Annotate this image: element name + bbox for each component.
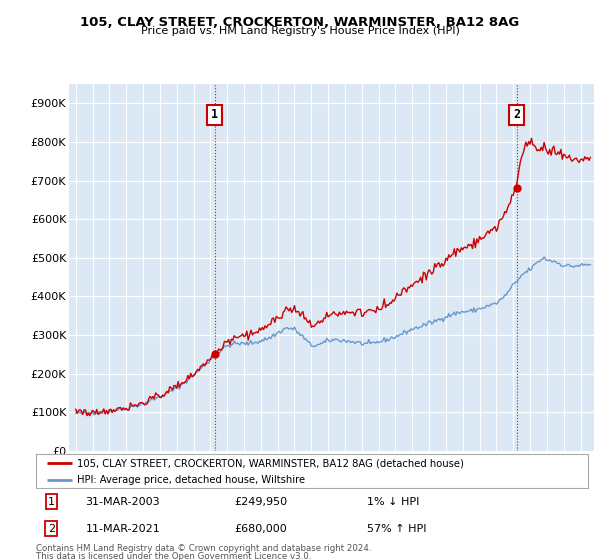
Text: £680,000: £680,000 <box>235 524 287 534</box>
Text: Contains HM Land Registry data © Crown copyright and database right 2024.: Contains HM Land Registry data © Crown c… <box>36 544 371 553</box>
Text: 2: 2 <box>48 524 55 534</box>
Text: 1: 1 <box>48 497 55 506</box>
Text: 57% ↑ HPI: 57% ↑ HPI <box>367 524 427 534</box>
Text: 2: 2 <box>513 109 520 122</box>
Text: Price paid vs. HM Land Registry's House Price Index (HPI): Price paid vs. HM Land Registry's House … <box>140 26 460 36</box>
Text: 105, CLAY STREET, CROCKERTON, WARMINSTER, BA12 8AG (detached house): 105, CLAY STREET, CROCKERTON, WARMINSTER… <box>77 458 464 468</box>
Text: HPI: Average price, detached house, Wiltshire: HPI: Average price, detached house, Wilt… <box>77 475 305 484</box>
Text: £249,950: £249,950 <box>235 497 288 506</box>
Text: 105, CLAY STREET, CROCKERTON, WARMINSTER, BA12 8AG: 105, CLAY STREET, CROCKERTON, WARMINSTER… <box>80 16 520 29</box>
Text: 11-MAR-2021: 11-MAR-2021 <box>86 524 160 534</box>
Text: 1: 1 <box>211 109 218 122</box>
Text: 31-MAR-2003: 31-MAR-2003 <box>86 497 160 506</box>
Text: 1% ↓ HPI: 1% ↓ HPI <box>367 497 419 506</box>
Text: This data is licensed under the Open Government Licence v3.0.: This data is licensed under the Open Gov… <box>36 552 311 560</box>
